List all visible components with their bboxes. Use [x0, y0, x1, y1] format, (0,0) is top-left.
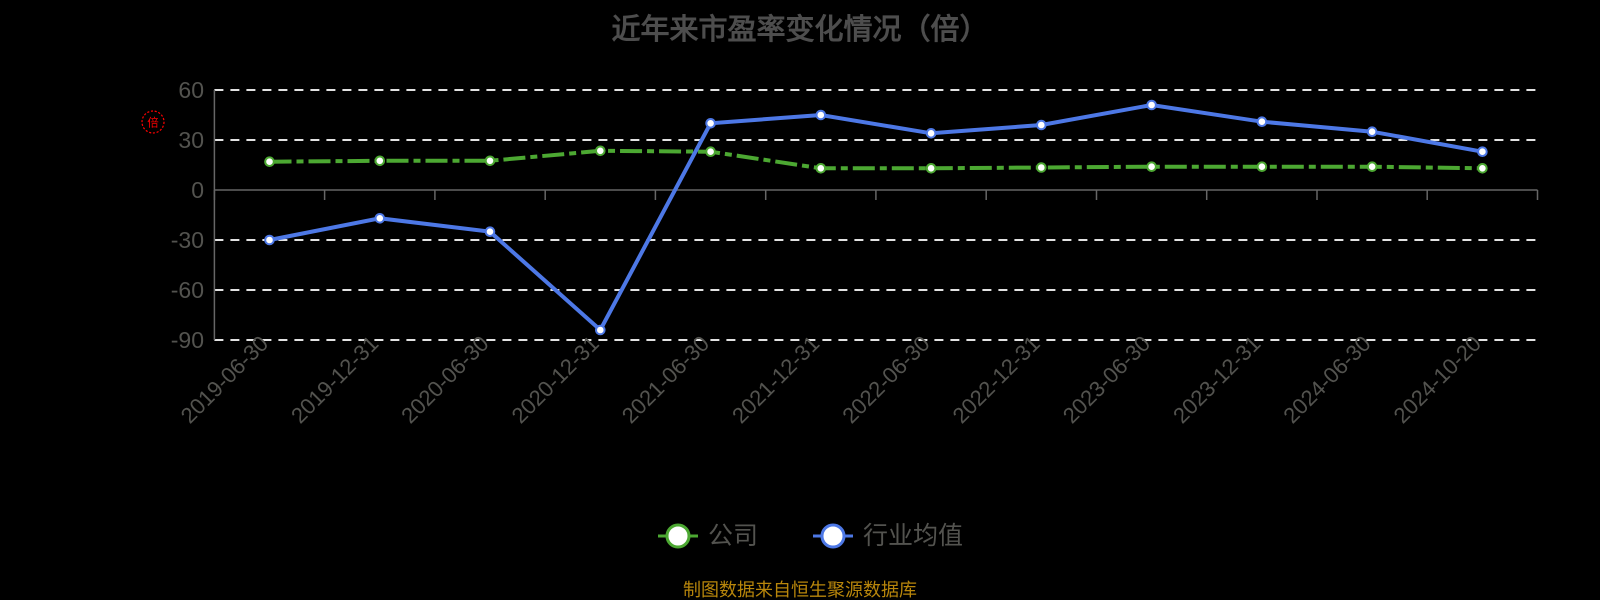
- svg-text:0: 0: [191, 177, 204, 203]
- svg-text:-90: -90: [171, 327, 204, 353]
- svg-text:60: 60: [178, 77, 204, 103]
- svg-text:-30: -30: [171, 227, 204, 253]
- svg-text:公司: 公司: [708, 522, 758, 550]
- svg-text:30: 30: [178, 127, 204, 153]
- svg-text:-60: -60: [171, 277, 204, 303]
- svg-text:倍: 倍: [147, 116, 159, 130]
- svg-text:行业均值: 行业均值: [863, 522, 963, 550]
